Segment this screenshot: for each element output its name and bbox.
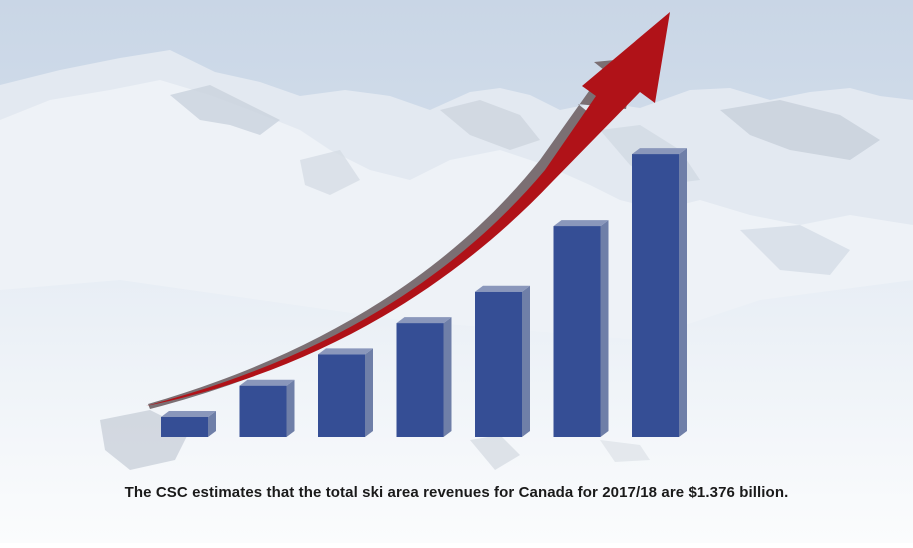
- bar-front: [239, 385, 287, 437]
- bar-4: [396, 317, 452, 437]
- bar-front: [632, 154, 679, 437]
- bar-side: [600, 220, 609, 437]
- bar-side: [443, 317, 452, 437]
- bar-side: [522, 285, 530, 437]
- bar-1: [161, 411, 216, 437]
- chart-caption: The CSC estimates that the total ski are…: [124, 484, 789, 501]
- bar-front: [318, 354, 365, 437]
- bar-side: [208, 411, 216, 437]
- bar-front: [475, 291, 522, 437]
- bar-top: [318, 348, 373, 355]
- bar-6: [553, 220, 609, 437]
- bar-side: [679, 148, 687, 437]
- bar-top: [239, 379, 295, 386]
- bar-5: [475, 285, 530, 437]
- bar-3: [318, 348, 373, 437]
- bar-side: [365, 348, 373, 437]
- bar-chart-bars: [161, 148, 687, 437]
- bar-front: [161, 417, 208, 437]
- bar-side: [286, 379, 295, 437]
- bar-top: [632, 148, 687, 155]
- bar-top: [553, 220, 609, 227]
- bar-front: [553, 226, 601, 437]
- bar-top: [396, 317, 452, 324]
- bar-top: [475, 285, 530, 292]
- bar-2: [239, 379, 295, 437]
- bar-7: [632, 148, 687, 437]
- bar-front: [396, 323, 444, 437]
- bar-top: [161, 411, 216, 417]
